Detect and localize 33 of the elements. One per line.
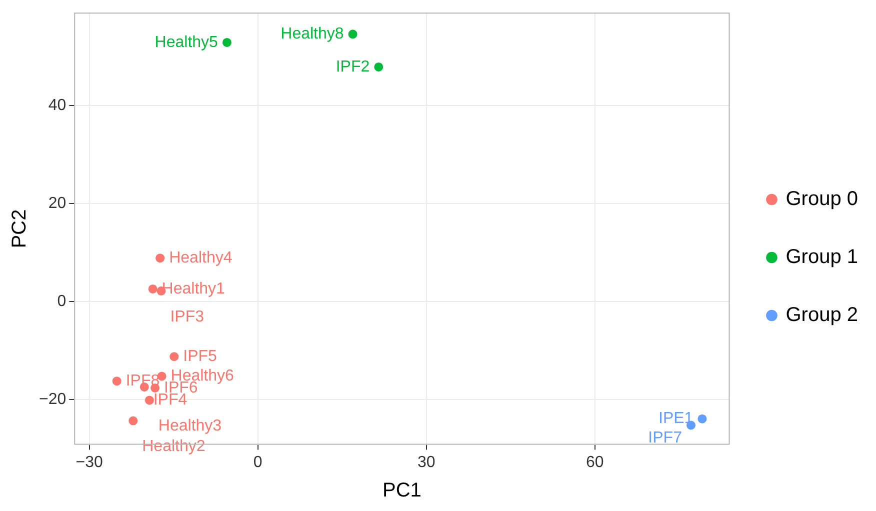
point [148,284,158,294]
annotation: Healthy3 [158,418,222,435]
annotation: IPF5 [183,348,218,365]
legend-label: Group 2 [786,304,858,326]
point [374,62,384,72]
point [698,414,707,424]
annotation: IPF3 [170,308,204,326]
point [222,38,232,47]
annotation: IPF2 [336,58,370,76]
x-tick-label: 0 [253,454,262,471]
annotation: Healthy5 [154,34,218,51]
point [144,396,154,405]
y-axis-title: PC2 [8,209,31,248]
point [156,254,165,263]
point [128,416,138,426]
point [170,352,179,362]
legend-label: Group 1 [786,246,858,268]
annotation: Healthy1 [162,280,226,298]
x-tick-label: −30 [76,454,103,471]
legend-label: Group 0 [786,188,858,210]
annotation: Healthy2 [142,438,206,456]
y-tick-label: 20 [48,195,66,212]
y-tick-label: −20 [39,391,66,408]
annotation: Healthy4 [169,250,232,267]
annotation: Healthy8 [280,26,344,43]
annotation: IPF7 [648,430,682,447]
x-tick-label: 60 [586,454,604,471]
x-tick-label: 30 [417,454,436,471]
y-tick-label: 40 [48,97,66,114]
point [348,30,358,39]
x-axis-title: PC1 [382,480,422,502]
y-tick-label: 0 [57,293,66,310]
point [112,376,122,386]
